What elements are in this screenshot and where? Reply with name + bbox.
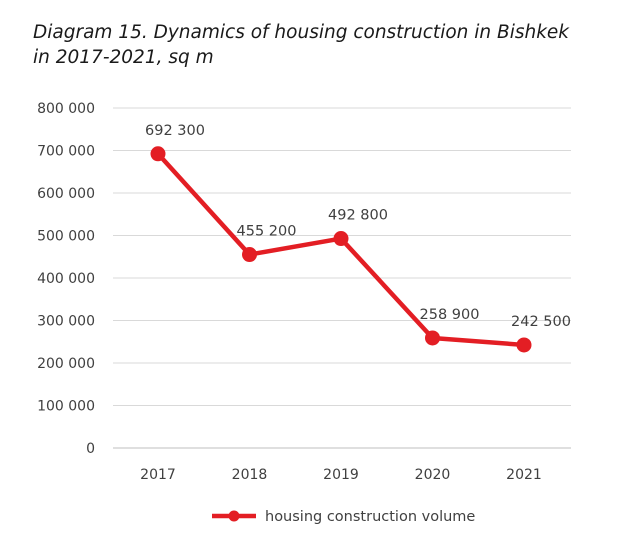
y-tick-label: 200 000 [37,356,95,372]
x-tick-label: 2017 [140,467,176,483]
data-labels: 692 300 455 200 492 800 258 900 242 500 [145,123,571,330]
data-label: 242 500 [511,314,571,330]
y-tick-label: 300 000 [37,314,95,330]
y-tick-label: 100 000 [37,399,95,415]
legend-label: housing construction volume [265,509,475,525]
legend-swatch-marker [228,510,240,522]
data-point [425,330,440,346]
chart-title-line-1: Diagram 15. Dynamics of housing construc… [33,22,570,43]
data-point [150,146,166,162]
y-axis-ticks: 0 100 000 200 000 300 000 400 000 500 000 600 … [37,101,95,457]
x-tick-label: 2019 [323,467,359,483]
y-tick-label: 600 000 [37,186,95,202]
x-tick-label: 2020 [415,467,451,483]
chart-title: Diagram 15. Dynamics of housing construc… [33,20,603,70]
x-tick-label: 2021 [506,467,542,483]
x-tick-label: 2018 [232,467,268,483]
gridlines [113,107,571,449]
data-point [516,337,532,353]
y-tick-label: 0 [86,441,95,457]
chart-title-line-2: in 2017-2021, sq m [33,47,214,68]
data-point [333,231,349,247]
x-axis-ticks: 2017 2018 2019 2020 2021 [140,467,542,483]
data-label: 492 800 [328,208,388,224]
data-label: 692 300 [145,123,205,139]
y-tick-label: 500 000 [37,229,95,245]
y-tick-label: 400 000 [37,271,95,287]
data-label: 258 900 [420,307,480,323]
data-point [242,247,257,263]
y-tick-label: 800 000 [37,101,95,117]
y-tick-label: 700 000 [37,144,95,160]
series-group [150,146,532,353]
data-label: 455 200 [237,224,297,240]
legend: housing construction volume [212,509,475,525]
